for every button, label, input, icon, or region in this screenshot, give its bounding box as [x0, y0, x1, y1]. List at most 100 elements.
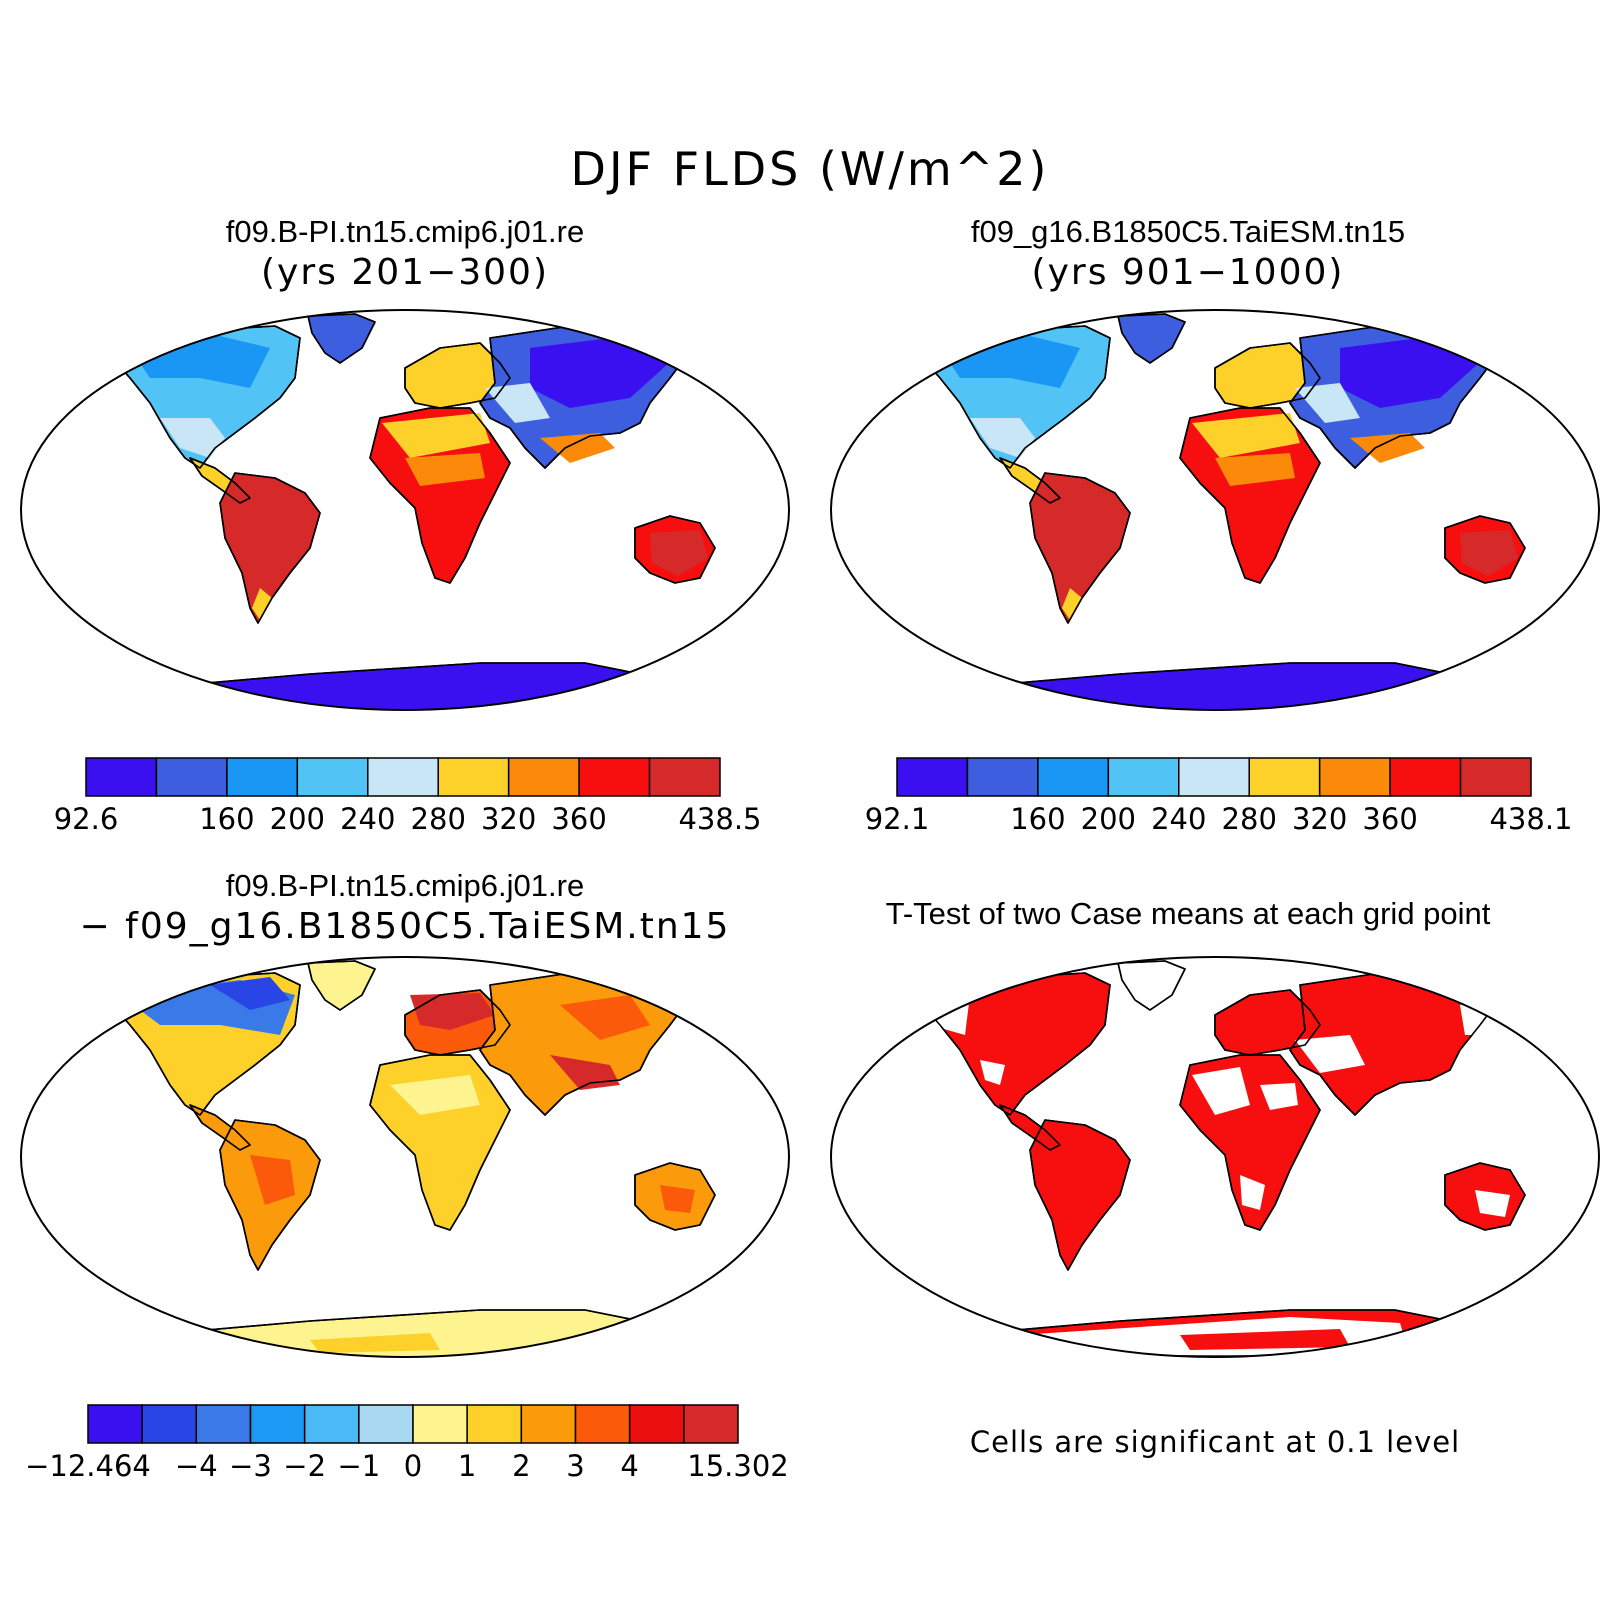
field-contour [1062, 588, 1082, 620]
colorbar-swatch [1248, 757, 1321, 797]
map-frame [20, 309, 790, 711]
colorbar-swatch [683, 1404, 739, 1444]
field-contour [1475, 1190, 1510, 1217]
field-contour [310, 1333, 440, 1353]
coastline [634, 1162, 716, 1231]
coastline [369, 1054, 511, 1231]
colorbar-swatch [1318, 757, 1391, 797]
map-frame [20, 956, 790, 1358]
colorbar-case1 [85, 757, 721, 797]
colorbar-swatch [966, 757, 1039, 797]
colorbar-tick-label: 320 [480, 802, 537, 836]
coastline [1029, 472, 1131, 624]
colorbar-swatch [87, 1404, 143, 1444]
colorbar-tick-label: 1 [457, 1449, 477, 1483]
field-contour [405, 453, 485, 486]
colorbar-swatch [1389, 757, 1462, 797]
colorbar-tick-label: 360 [1362, 802, 1418, 836]
colorbar-swatch [249, 1404, 306, 1444]
coastline [1444, 515, 1526, 584]
colorbar-tick-label: 2 [512, 1449, 531, 1483]
map-panel-difference [10, 955, 800, 1359]
panel-1-subtitle: (yrs 201−300) [261, 252, 549, 293]
field-contour [410, 993, 495, 1030]
field-contour [540, 433, 615, 463]
coastline [189, 1104, 251, 1151]
map-panel-case1 [10, 308, 800, 712]
colorbar-swatch [466, 1404, 523, 1444]
coastline [959, 1309, 1481, 1357]
colorbar-swatch [574, 1404, 631, 1444]
colorbar-tick-label: 320 [1291, 802, 1348, 836]
colorbar-swatch [367, 757, 439, 797]
colorbar-swatch [578, 757, 651, 797]
field-contour [1215, 453, 1295, 486]
field-contour [1350, 433, 1425, 463]
colorbar-case2 [896, 757, 1532, 797]
coastline [307, 960, 376, 1011]
field-contour [252, 588, 272, 620]
colorbar-tick-label: −1 [337, 1449, 381, 1483]
colorbar-swatch [648, 757, 721, 797]
coastline [149, 1309, 671, 1357]
panel-3-title: f09.B-PI.tn15.cmip6.j01.re [225, 868, 585, 903]
colorbar-swatch [1037, 757, 1110, 797]
coastline [1214, 989, 1321, 1056]
coastline [307, 313, 376, 364]
colorbar-tick-label: 0 [403, 1449, 423, 1483]
colorbar-tick-label: 438.5 [678, 802, 762, 836]
field-contour [485, 383, 550, 423]
colorbar-swatch [358, 1404, 414, 1444]
coastline [1444, 1162, 1526, 1231]
coastline [1117, 960, 1186, 1011]
colorbar-tick-label: 200 [1080, 802, 1137, 836]
colorbar-swatch [195, 1404, 252, 1444]
coastline [189, 457, 251, 504]
colorbar-tick-label: 280 [410, 802, 466, 836]
colorbar-swatch [412, 1404, 468, 1444]
colorbar-tick-label: −3 [229, 1449, 272, 1483]
colorbar-swatch [303, 1404, 360, 1444]
colorbar-swatch [1178, 757, 1250, 797]
map-frame [830, 956, 1600, 1358]
colorbar-tick-label: 240 [1151, 802, 1207, 836]
colorbar-tick-label: −4 [174, 1449, 218, 1483]
colorbar-tick-label: 360 [551, 802, 607, 836]
main-title: DJF FLDS (W/m^2) [570, 142, 1050, 196]
colorbar-swatch [628, 1404, 685, 1444]
colorbar-tick-label: 92.1 [864, 802, 930, 836]
field-contour [1192, 1067, 1250, 1115]
colorbar-swatch [896, 757, 969, 797]
field-contour [1055, 493, 1120, 568]
field-contour [210, 977, 290, 1010]
colorbar-tick-label: 200 [269, 802, 326, 836]
field-contour [650, 530, 708, 576]
field-contour [245, 493, 310, 568]
colorbar-swatch [1459, 757, 1532, 797]
colorbar-swatch [507, 757, 580, 797]
panel-1-title: f09.B-PI.tn15.cmip6.j01.re [225, 214, 585, 249]
coastline [999, 1104, 1061, 1151]
colorbar-case2-labels: 92.1 160 200 240 280 320 360 438.1 [865, 802, 1573, 838]
field-contour [250, 1155, 295, 1205]
colorbar-tick-label: 160 [199, 802, 255, 836]
panel-3-subtitle: − f09_g16.B1850C5.TaiESM.tn15 [79, 906, 731, 947]
colorbar-swatch [155, 757, 228, 797]
coastline [369, 407, 511, 584]
field-contour [970, 418, 1035, 458]
colorbar-tick-label: 15.302 [687, 1449, 789, 1483]
colorbar-tick-label: 280 [1221, 802, 1277, 836]
colorbar-swatch [1107, 757, 1180, 797]
field-contour [1295, 1035, 1365, 1073]
significance-note: Cells are significant at 0.1 level [969, 1425, 1461, 1459]
colorbar-case1-labels: 92.6 160 200 240 280 320 360 438.5 [54, 802, 762, 838]
coastline [1214, 342, 1321, 409]
colorbar-tick-label: 92.6 [53, 802, 119, 836]
colorbar-difference [87, 1404, 739, 1444]
coastline [1179, 1054, 1321, 1231]
coastline [404, 989, 511, 1056]
coastline [1029, 1119, 1131, 1271]
colorbar-swatch [296, 757, 369, 797]
colorbar-swatch [226, 757, 299, 797]
field-contour [390, 1075, 480, 1115]
